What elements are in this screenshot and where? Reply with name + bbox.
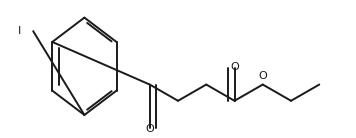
Text: I: I (17, 26, 21, 36)
Text: O: O (230, 62, 239, 72)
Text: O: O (258, 71, 267, 81)
Text: O: O (145, 124, 154, 134)
